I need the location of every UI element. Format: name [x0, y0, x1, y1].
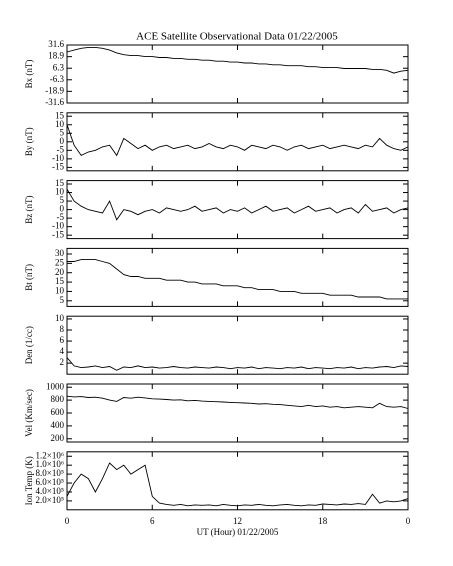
y-tick-label: 20: [55, 267, 65, 277]
y-axis-label: Vel (Km/sec): [24, 389, 34, 437]
y-tick-label: 15: [55, 110, 65, 120]
y-tick-label: 10: [55, 119, 65, 129]
y-tick-label: 5: [60, 195, 65, 205]
y-tick-label: 5: [60, 127, 65, 137]
y-tick-label: 8.0×10⁵: [36, 468, 64, 478]
y-tick-label: -31.6: [45, 97, 64, 107]
y-tick-label: 8: [60, 324, 65, 334]
y-tick-label: -15: [52, 161, 64, 171]
data-line: [66, 124, 409, 157]
data-line: [66, 357, 409, 371]
y-tick-label: 2: [60, 357, 65, 367]
x-tick-label: 18: [318, 516, 328, 526]
y-tick-label: 6.0×10⁵: [36, 477, 64, 487]
y-tick-label: 1.2×10⁶: [36, 450, 64, 460]
y-tick-label: 15: [55, 178, 65, 188]
y-tick-label: -10: [52, 153, 64, 163]
plot-frame: [66, 112, 409, 172]
y-tick-label: 18.9: [48, 51, 64, 61]
y-axis-label: Bx (nT): [24, 60, 34, 89]
y-tick-label: -15: [52, 229, 64, 239]
y-tick-label: 30: [55, 248, 65, 258]
y-tick-label: -5: [57, 212, 65, 222]
y-tick-label: 1.0×10⁶: [36, 459, 64, 469]
data-line: [67, 259, 408, 300]
y-tick-label: -10: [52, 221, 64, 231]
chart-title: ACE Satellite Observational Data 01/22/2…: [136, 31, 338, 43]
plot-frame: [66, 180, 409, 240]
x-axis-label: UT (Hour) 01/22/2005: [197, 527, 279, 537]
y-axis-label: Bt (nT): [24, 264, 34, 291]
y-tick-label: 10: [55, 187, 65, 197]
y-tick-label: -5: [57, 144, 65, 154]
data-line: [66, 46, 409, 74]
y-axis-label: Bz (nT): [24, 195, 34, 223]
y-tick-label: 200: [51, 433, 65, 443]
y-tick-label: -6.3: [50, 74, 65, 84]
y-tick-label: 0: [60, 136, 65, 146]
data-line: [66, 462, 409, 507]
data-line: [66, 188, 409, 221]
y-axis-label: Den (1/cc): [24, 326, 34, 364]
x-tick-label: 12: [233, 516, 242, 526]
y-tick-label: 600: [51, 407, 65, 417]
y-tick-label: 25: [55, 257, 65, 267]
y-tick-label: 10: [55, 285, 65, 295]
y-tick-label: 6: [60, 335, 65, 345]
y-tick-label: -18.9: [45, 85, 64, 95]
plot-frame: [66, 315, 409, 375]
y-tick-label: 6.3: [53, 62, 65, 72]
x-tick-label: 0: [406, 516, 411, 526]
y-tick-label: 4.0×10⁵: [36, 486, 64, 496]
y-tick-label: 15: [55, 276, 65, 286]
plot-frame: [66, 247, 409, 307]
data-line: [66, 395, 409, 409]
plot-frame: [66, 383, 409, 443]
y-axis-label: By (nT): [24, 127, 34, 156]
y-tick-label: 1000: [46, 381, 65, 391]
y-tick-label: 4: [60, 346, 65, 356]
y-tick-label: 2.0×10⁵: [36, 495, 64, 505]
y-tick-label: 0: [60, 204, 65, 214]
y-tick-label: 800: [51, 394, 65, 404]
plot-frame: [66, 451, 409, 511]
y-tick-label: 31.6: [48, 39, 64, 49]
x-tick-label: 0: [65, 516, 70, 526]
y-tick-label: 400: [51, 420, 65, 430]
y-tick-label: 5: [60, 295, 65, 305]
x-tick-label: 6: [150, 516, 155, 526]
y-tick-label: 10: [55, 313, 65, 323]
y-axis-label: Ion Temp (K): [24, 456, 34, 505]
